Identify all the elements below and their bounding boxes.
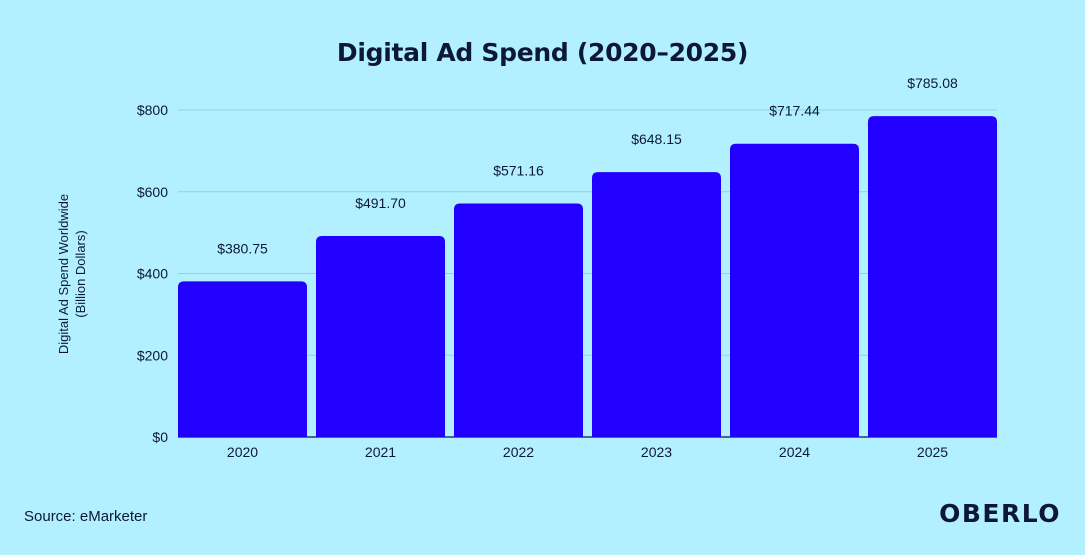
y-tick-label: $200	[137, 347, 168, 363]
x-tick-label: 2022	[503, 444, 534, 460]
y-axis-label-line2: (Billion Dollars)	[73, 230, 88, 317]
y-axis-label: Digital Ad Spend Worldwide	[56, 194, 71, 354]
bar-2024	[730, 143, 859, 437]
data-label-2020: $380.75	[217, 240, 268, 256]
y-tick-label: $600	[137, 184, 168, 200]
bars	[178, 116, 997, 438]
chart-title: Digital Ad Spend (2020–2025)	[336, 38, 749, 67]
x-tick-label: 2025	[917, 444, 948, 460]
y-axis-title: Digital Ad Spend Worldwide (Billion Doll…	[56, 194, 88, 354]
oberlo-logo[interactable]: OBERLO	[939, 499, 1061, 528]
data-label-2021: $491.70	[355, 195, 406, 211]
y-tick-label: $800	[137, 102, 168, 118]
bar-2020	[178, 281, 307, 437]
data-label-2022: $571.16	[493, 163, 544, 179]
bar-2022	[454, 203, 583, 437]
data-labels: $380.75 $491.70 $571.16 $648.15 $717.44 $785.…	[217, 75, 958, 256]
data-label-2023: $648.15	[631, 131, 682, 147]
x-tick-label: 2024	[779, 444, 810, 460]
bar-2025	[868, 116, 997, 438]
y-axis-ticks: $0 $200 $400 $600 $800	[137, 102, 168, 445]
gridlines	[178, 109, 997, 438]
y-tick-label: $0	[152, 429, 168, 445]
data-label-2025: $785.08	[907, 75, 958, 91]
y-tick-label: $400	[137, 266, 168, 282]
bar-2021	[316, 236, 445, 437]
data-label-2024: $717.44	[769, 103, 820, 119]
source-note: Source: eMarketer	[24, 508, 148, 525]
x-tick-label: 2023	[641, 444, 672, 460]
x-tick-label: 2020	[227, 444, 258, 460]
x-axis-ticks: 2020 2021 2022 2023 2024 2025	[227, 444, 948, 460]
x-tick-label: 2021	[365, 444, 396, 460]
bar-2023	[592, 172, 721, 437]
